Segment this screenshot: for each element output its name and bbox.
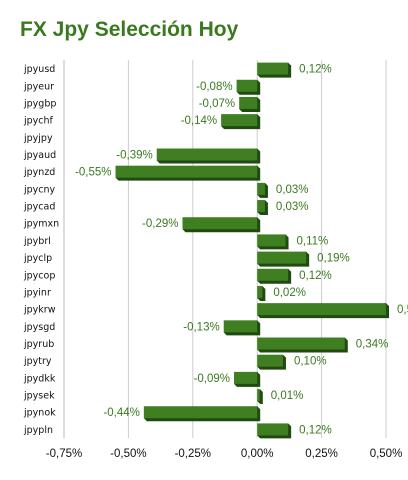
category-label: jpyusd — [23, 64, 55, 75]
x-tick-label: 0,25% — [305, 448, 338, 460]
category-label: jpychf — [23, 116, 54, 127]
value-label: -0,08% — [196, 81, 232, 93]
bar — [239, 96, 258, 109]
bar — [257, 62, 289, 75]
value-label: 0,01% — [271, 390, 304, 402]
value-label: -0,14% — [181, 115, 217, 127]
category-labels: jpyusd jpyeur jpygbp jpychf jpyjpy jpyaud jpyn… — [23, 64, 59, 436]
value-label: 0,12% — [299, 270, 332, 282]
bar — [182, 217, 258, 230]
category-label: jpymxn — [23, 219, 59, 230]
bar — [257, 285, 263, 298]
value-label: 0,34% — [356, 339, 389, 351]
value-label: 0,02% — [273, 287, 306, 299]
category-label: jpycop — [23, 270, 55, 281]
value-label: -0,44% — [103, 407, 139, 419]
category-label: jpybrl — [23, 236, 51, 247]
category-label: jpynzd — [23, 167, 55, 178]
bar — [257, 303, 386, 316]
value-label: -0,29% — [142, 218, 178, 230]
value-label: 0,19% — [317, 253, 350, 265]
category-label: jpyjpy — [23, 133, 53, 144]
x-tick-label: -0,50% — [110, 448, 146, 460]
x-tick-label: -0,25% — [175, 448, 211, 460]
bar — [257, 423, 289, 436]
category-label: jpygbp — [23, 98, 56, 109]
bar — [257, 182, 265, 195]
bar — [236, 79, 258, 92]
category-label: jpyrub — [23, 339, 54, 350]
category-label: jpyaud — [23, 150, 56, 161]
category-label: jpyclp — [23, 253, 52, 264]
chart-title: FX Jpy Selección Hoy — [20, 18, 239, 41]
bar — [257, 234, 286, 247]
value-label: 0,11% — [297, 235, 329, 247]
x-tick-labels: -0,75% -0,50% -0,25% 0,00% 0,25% 0,50% — [46, 448, 403, 460]
value-label: 0,5 — [397, 304, 408, 316]
category-label: jpytry — [23, 356, 52, 367]
category-label: jpyeur — [23, 81, 54, 92]
x-tick-label: -0,75% — [46, 448, 82, 460]
value-labels: 0,12% -0,08% -0,07% -0,14% -0,39% -0,55% 0,03%… — [75, 64, 408, 437]
bar — [221, 114, 258, 127]
value-label: 0,03% — [276, 201, 309, 213]
category-label: jpypln — [23, 425, 53, 436]
category-label: jpysgd — [23, 322, 55, 333]
value-label: -0,55% — [75, 167, 111, 179]
bar — [257, 251, 307, 264]
bar — [234, 371, 258, 384]
bar — [257, 354, 283, 367]
bar — [257, 268, 289, 281]
value-label: 0,12% — [299, 424, 332, 436]
category-label: jpyinr — [23, 287, 51, 298]
x-tick-label: 0,50% — [370, 448, 403, 460]
bar — [257, 389, 260, 402]
category-label: jpysek — [23, 391, 55, 402]
value-label: 0,12% — [299, 64, 332, 76]
category-label: jpykrw — [23, 305, 56, 316]
bar — [223, 320, 258, 333]
category-label: jpynok — [23, 408, 56, 419]
bar — [257, 337, 345, 350]
value-label: -0,13% — [183, 321, 219, 333]
bar — [115, 165, 258, 178]
value-label: 0,10% — [294, 356, 327, 368]
bar — [257, 200, 265, 213]
bar — [143, 406, 258, 419]
value-label: -0,09% — [194, 373, 230, 385]
category-label: jpycad — [23, 202, 55, 213]
bars — [115, 62, 389, 439]
value-label: -0,07% — [199, 98, 235, 110]
x-tick-label: 0,00% — [241, 448, 274, 460]
value-label: 0,03% — [276, 184, 309, 196]
bar — [156, 148, 258, 161]
category-label: jpycny — [23, 184, 56, 195]
category-label: jpydkk — [23, 373, 56, 384]
value-label: -0,39% — [116, 150, 152, 162]
